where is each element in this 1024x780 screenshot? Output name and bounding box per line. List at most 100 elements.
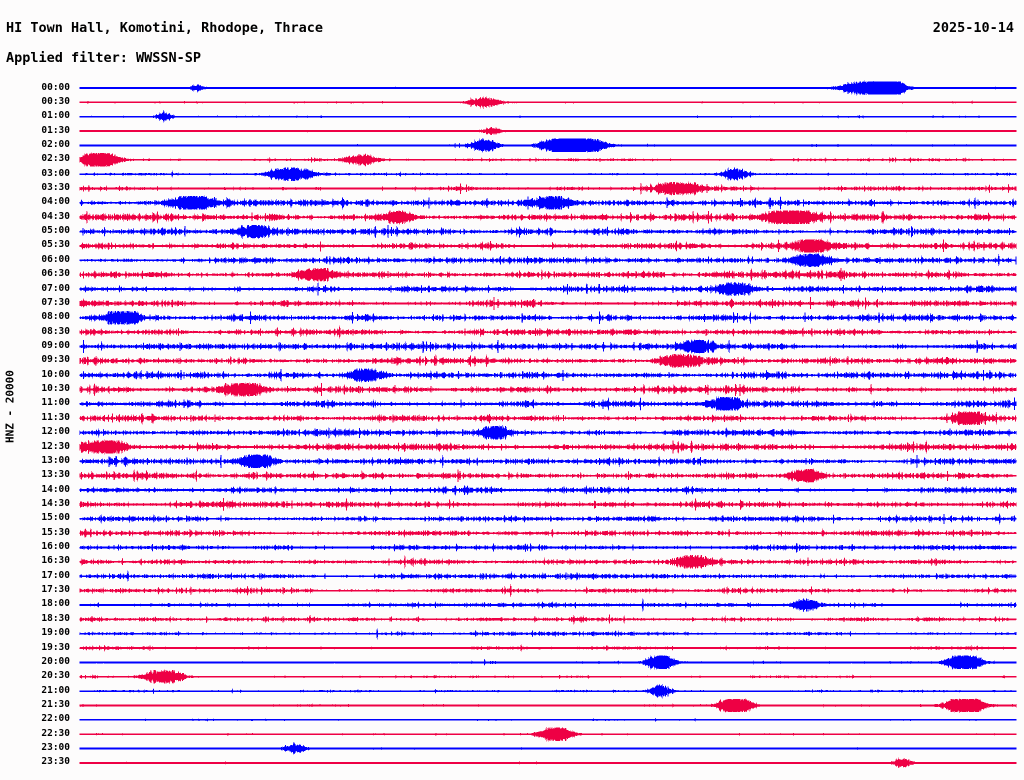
time-label: 13:00 bbox=[41, 454, 70, 466]
record-date: 2025-10-14 bbox=[932, 20, 1014, 36]
trace-baseline bbox=[80, 604, 1016, 606]
time-label: 05:30 bbox=[41, 239, 70, 251]
trace-baseline bbox=[80, 532, 1016, 534]
trace-baseline bbox=[80, 216, 1016, 218]
trace-baseline bbox=[80, 159, 1016, 161]
time-label: 07:00 bbox=[41, 282, 70, 294]
trace-baseline bbox=[80, 747, 1016, 750]
time-label: 00:00 bbox=[41, 81, 70, 93]
trace-baseline bbox=[80, 130, 1016, 132]
trace-baseline bbox=[80, 489, 1016, 491]
time-label: 06:00 bbox=[41, 253, 70, 265]
time-axis-labels: 00:00 00:30 01:00 01:30 02:00 02:30 03:00 03:30… bbox=[0, 0, 78, 780]
time-label: 17:30 bbox=[41, 584, 70, 596]
trace-baseline bbox=[80, 144, 1016, 147]
time-label: 22:00 bbox=[41, 713, 70, 725]
time-label: 03:30 bbox=[41, 182, 70, 194]
trace-baseline bbox=[80, 388, 1016, 391]
time-label: 05:00 bbox=[41, 225, 70, 237]
time-label: 07:30 bbox=[41, 296, 70, 308]
trace-baseline bbox=[80, 590, 1016, 592]
time-label: 09:30 bbox=[41, 354, 70, 366]
trace-baseline bbox=[80, 374, 1016, 376]
trace-baseline bbox=[80, 704, 1016, 707]
time-label: 12:30 bbox=[41, 440, 70, 452]
trace-baseline bbox=[80, 245, 1016, 247]
trace-baseline bbox=[80, 575, 1016, 577]
trace-baseline bbox=[80, 518, 1016, 520]
trace-baseline bbox=[80, 173, 1016, 175]
trace-baseline bbox=[80, 546, 1016, 549]
time-label: 15:30 bbox=[41, 526, 70, 538]
trace-baseline bbox=[80, 633, 1016, 635]
time-label: 02:00 bbox=[41, 138, 70, 150]
time-label: 16:30 bbox=[41, 555, 70, 567]
time-label: 20:30 bbox=[41, 670, 70, 682]
time-label: 19:00 bbox=[41, 627, 70, 639]
time-label: 10:00 bbox=[41, 368, 70, 380]
trace-baseline bbox=[80, 719, 1016, 721]
time-label: 17:00 bbox=[41, 569, 70, 581]
time-label: 14:00 bbox=[41, 483, 70, 495]
time-label: 11:30 bbox=[41, 411, 70, 423]
time-label: 00:30 bbox=[41, 95, 70, 107]
trace-baseline bbox=[80, 403, 1016, 405]
time-label: 18:30 bbox=[41, 612, 70, 624]
time-label: 10:30 bbox=[41, 383, 70, 395]
trace-baseline bbox=[80, 259, 1016, 261]
time-label: 21:30 bbox=[41, 698, 70, 710]
trace-baseline bbox=[80, 503, 1016, 506]
trace-baseline bbox=[80, 302, 1016, 304]
trace-baseline bbox=[80, 733, 1016, 735]
trace-baseline bbox=[80, 360, 1016, 362]
time-label: 11:00 bbox=[41, 397, 70, 409]
time-label: 06:30 bbox=[41, 268, 70, 280]
trace-baseline bbox=[80, 202, 1016, 204]
time-label: 01:00 bbox=[41, 110, 70, 122]
trace-baseline bbox=[80, 274, 1016, 276]
applied-filter-label: Applied filter: WWSSN-SP bbox=[6, 50, 202, 66]
time-label: 22:30 bbox=[41, 727, 70, 739]
time-label: 21:00 bbox=[41, 684, 70, 696]
page-title: HI Town Hall, Komotini, Rhodope, Thrace bbox=[6, 20, 323, 36]
time-label: 01:30 bbox=[41, 124, 70, 136]
trace-baseline bbox=[80, 87, 1016, 89]
trace-baseline bbox=[80, 317, 1016, 319]
time-label: 18:00 bbox=[41, 598, 70, 610]
trace-baseline bbox=[80, 676, 1016, 678]
time-label: 13:30 bbox=[41, 469, 70, 481]
trace-baseline bbox=[80, 231, 1016, 233]
trace-baseline bbox=[80, 187, 1016, 190]
trace-baseline bbox=[80, 345, 1016, 348]
trace-baseline bbox=[80, 417, 1016, 419]
trace-baseline bbox=[80, 288, 1016, 290]
time-label: 09:00 bbox=[41, 339, 70, 351]
time-label: 16:00 bbox=[41, 541, 70, 553]
trace-baseline bbox=[80, 331, 1016, 333]
time-label: 20:00 bbox=[41, 655, 70, 667]
trace-baseline bbox=[80, 432, 1016, 434]
time-label: 19:30 bbox=[41, 641, 70, 653]
trace-baseline bbox=[80, 475, 1016, 477]
time-label: 03:00 bbox=[41, 167, 70, 179]
trace-baseline bbox=[80, 116, 1016, 118]
trace-baseline bbox=[80, 101, 1016, 103]
time-label: 08:00 bbox=[41, 311, 70, 323]
time-label: 12:00 bbox=[41, 426, 70, 438]
time-label: 23:30 bbox=[41, 756, 70, 768]
time-label: 04:00 bbox=[41, 196, 70, 208]
trace-baseline bbox=[80, 561, 1016, 563]
time-label: 08:30 bbox=[41, 325, 70, 337]
trace-baseline bbox=[80, 690, 1016, 692]
trace-baseline bbox=[80, 661, 1016, 663]
trace-baseline bbox=[80, 618, 1016, 620]
time-label: 04:30 bbox=[41, 210, 70, 222]
time-label: 02:30 bbox=[41, 153, 70, 165]
trace-baseline bbox=[80, 446, 1016, 448]
time-label: 14:30 bbox=[41, 497, 70, 509]
trace-baseline bbox=[80, 460, 1016, 462]
trace-baseline bbox=[80, 647, 1016, 649]
time-label: 15:00 bbox=[41, 512, 70, 524]
